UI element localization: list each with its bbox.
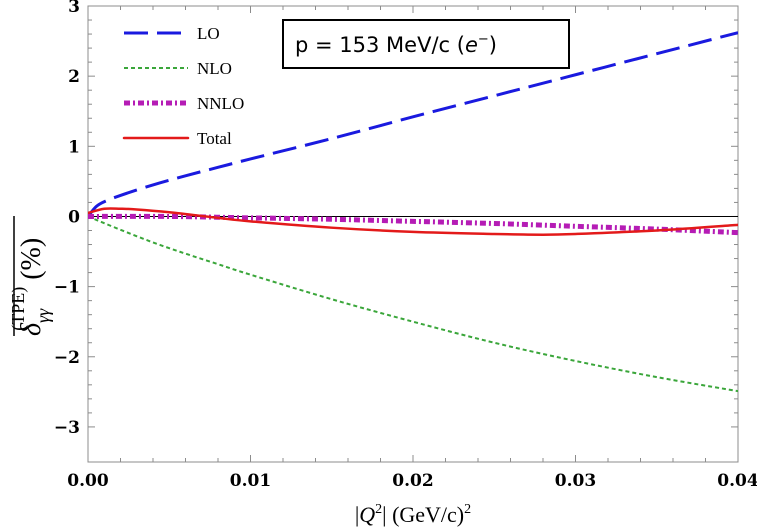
legend-label-lo: LO [197,24,220,43]
annotation-particle: e [465,33,478,57]
x-tick-label: 0.00 [67,471,109,491]
x-axis-label: |Q2| (GeV/c)2 [355,502,471,527]
x-label-var-sup: 2 [375,502,382,517]
annotation: p = 153 MeV/c (e−) [282,19,570,69]
annotation-suffix: ) [489,33,497,57]
x-label-var: Q [359,502,375,527]
x-label-bar-open: | [355,502,359,527]
annotation-text: p = 153 MeV/c (e−) [295,32,497,57]
y-tick-label: 0 [68,207,80,227]
x-label-units: (GeV/c) [387,502,465,527]
x-tick-label: 0.03 [555,471,596,491]
x-tick-label: 0.02 [392,471,433,491]
plot-frame [87,5,739,463]
y-tick-label: 3 [68,0,80,17]
y-axis-label: δγγ (TPE) (%) [8,216,53,336]
series-line-lo [88,31,738,218]
y-tick-label: −3 [54,418,80,438]
legend: LO NLO NNLO Total [122,24,244,148]
y-label-symbol: δ [16,322,47,336]
y-tick-label: 1 [68,137,80,157]
annotation-box [282,19,570,69]
y-tick-label: −1 [54,278,80,298]
y-label-subscript: γγ [33,308,53,323]
axis-ticks: 3 2 1 0 −1 −2 −3 0.00 0.01 0.02 0.03 0.04 [54,0,757,491]
x-label-bar-close: | [382,502,386,527]
y-label-text: δγγ (TPE) (%) [8,238,53,336]
y-tick-label: −2 [54,348,80,368]
legend-label-nnlo: NNLO [197,94,244,113]
x-tick-label: 0.01 [230,471,271,491]
y-label-superscript: (TPE) [8,287,29,331]
legend-label-total: Total [197,129,232,148]
x-tick-label: 0.04 [717,471,757,491]
x-label-units-sup: 2 [464,502,471,517]
series-line-nnlo [88,213,738,236]
legend-label-nlo: NLO [197,59,232,78]
y-label-units: (%) [16,238,47,287]
y-tick-label: 2 [68,67,80,87]
series-group [88,31,738,393]
series-line-total [88,207,738,236]
series-line-nlo [88,215,738,393]
annotation-prefix: p = 153 MeV/c ( [295,33,465,57]
annotation-superscript: − [478,32,489,47]
